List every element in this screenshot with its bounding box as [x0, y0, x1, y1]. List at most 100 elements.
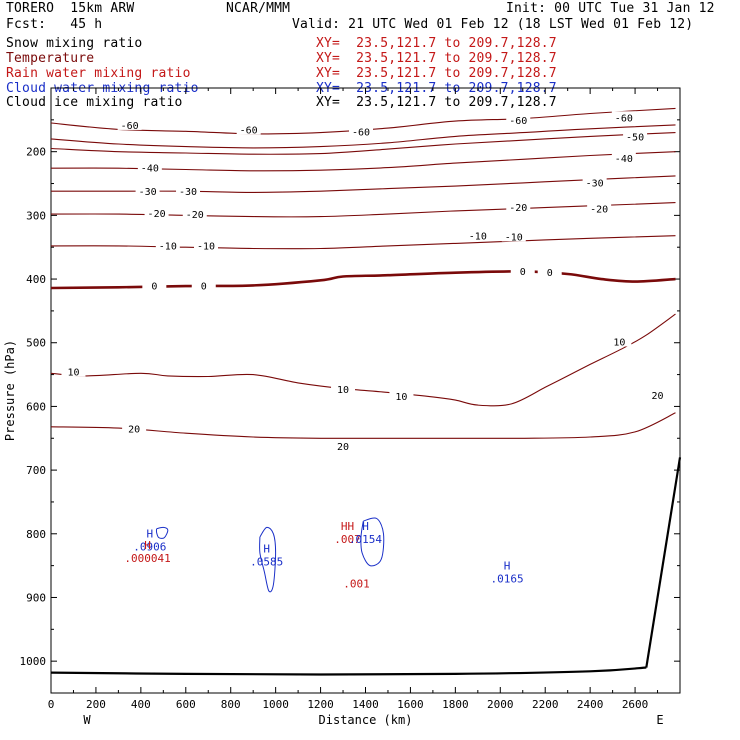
- temperature-contour-label: -30: [586, 178, 604, 189]
- contour-label-bg: [331, 439, 356, 451]
- contour-label-bg: [349, 125, 374, 137]
- contour-label-bg: [501, 230, 526, 242]
- field-xy-temperature: XY= 23.5,121.7 to 209.7,128.7: [316, 51, 557, 66]
- init-time: Init: 00 UTC Tue 31 Jan 12: [506, 1, 715, 16]
- contour-label-bg: [587, 202, 612, 214]
- temperature-contour-label: -20: [186, 210, 204, 221]
- temperature-contour-label: -40: [615, 154, 633, 165]
- maximum-value-label: .0906: [133, 540, 166, 553]
- contour-label-bg: [331, 383, 356, 395]
- temperature-contour-label: -60: [509, 116, 527, 127]
- temperature-contour-label: -20: [509, 203, 527, 214]
- temperature-contour-label: -20: [590, 204, 608, 215]
- temperature-contour-label: 10: [67, 367, 79, 378]
- maximum-value-label: .0165: [490, 572, 523, 585]
- temperature-contour-label: -30: [179, 187, 197, 198]
- contour-label-bg: [135, 185, 160, 197]
- y-tick-label: 200: [26, 146, 46, 159]
- y-tick-label: 600: [26, 400, 46, 413]
- temperature-contour-line: [50, 235, 676, 250]
- contour-label-bg: [465, 229, 490, 241]
- contour-label-bg: [537, 266, 562, 278]
- y-tick-label: 800: [26, 528, 46, 541]
- contour-label-bg: [155, 239, 180, 251]
- maximum-marker: H: [144, 539, 151, 552]
- contour-label-bg: [142, 279, 167, 291]
- temperature-contour-label: -20: [148, 209, 166, 220]
- contour-label-bg: [510, 264, 535, 276]
- x-tick-label: 1000: [262, 698, 289, 711]
- y-tick-label: 900: [26, 591, 46, 604]
- contour-label-bg: [607, 335, 632, 347]
- field-xy-rain: XY= 23.5,121.7 to 209.7,128.7: [316, 66, 557, 81]
- maximum-marker: HH: [341, 520, 354, 533]
- cloud-water-contour: [155, 526, 169, 539]
- contour-label-bg: [611, 111, 636, 123]
- contour-label-bg: [506, 113, 531, 125]
- x-tick-label: 600: [176, 698, 196, 711]
- temperature-contour-label: 0: [151, 281, 157, 292]
- contour-label-bg: [182, 208, 207, 220]
- contour-label-bg: [582, 176, 607, 188]
- temperature-contour-label: 20: [337, 442, 349, 453]
- temperature-contour-label: 10: [613, 337, 625, 348]
- temperature-contour-label: -60: [121, 121, 139, 132]
- temperature-contour-label: -10: [469, 232, 487, 243]
- cloud-water-contour: [259, 526, 277, 593]
- y-tick-label: 300: [26, 209, 46, 222]
- x-tick-label: 2600: [622, 698, 649, 711]
- contour-label-bg: [506, 201, 531, 213]
- maximum-value-label: .0154: [349, 533, 382, 546]
- temperature-contour-label: -60: [352, 127, 370, 138]
- org-label: NCAR/MMM: [226, 1, 291, 16]
- field-xy-cloud-ice: XY= 23.5,121.7 to 209.7,128.7: [316, 95, 557, 110]
- y-tick-label: 1000: [20, 655, 47, 668]
- y-axis-title: Pressure (hPa): [3, 340, 17, 441]
- west-end-label: W: [83, 713, 91, 727]
- contour-label-bg: [61, 365, 86, 377]
- field-name-cloud-water: Cloud water mixing ratio: [6, 81, 199, 96]
- maximum-marker: H: [263, 543, 270, 556]
- x-tick-label: 800: [221, 698, 241, 711]
- temperature-contour-label: 10: [395, 392, 407, 403]
- x-tick-label: 1600: [397, 698, 424, 711]
- temperature-contour-label: 20: [128, 425, 140, 436]
- contour-label-bg: [194, 239, 219, 251]
- terrain-slope-line: [645, 457, 682, 668]
- maximum-marker: H: [362, 520, 369, 533]
- maximum-marker: H: [504, 559, 511, 572]
- x-tick-label: 200: [86, 698, 106, 711]
- maximum-marker: H: [147, 527, 154, 540]
- temperature-contour-label: -10: [505, 232, 523, 243]
- temperature-contour-line: [50, 132, 676, 155]
- x-tick-label: 1200: [307, 698, 334, 711]
- contour-label-bg: [645, 388, 670, 400]
- y-tick-label: 400: [26, 273, 46, 286]
- contour-label-bg: [176, 185, 201, 197]
- temperature-contour-line: [50, 412, 676, 439]
- temperature-contour-line: [50, 124, 676, 149]
- maximum-value-label: .007: [334, 533, 361, 546]
- contour-label-bg: [623, 130, 648, 142]
- valid-time: Valid: 21 UTC Wed 01 Feb 12 (18 LST Wed …: [292, 17, 694, 32]
- field-name-cloud-ice: Cloud ice mixing ratio: [6, 95, 183, 110]
- temperature-contour-label: 10: [337, 385, 349, 396]
- terrain-line: [50, 666, 647, 676]
- temperature-contour-label: -10: [159, 241, 177, 252]
- field-name-temperature: Temperature: [6, 51, 95, 66]
- maximum-value-label: .000041: [124, 552, 170, 565]
- maximum-value-label: .001: [343, 577, 370, 590]
- temperature-contour-label: -40: [141, 164, 159, 175]
- contour-label-bg: [191, 279, 216, 291]
- contour-label-bg: [144, 206, 169, 218]
- x-tick-label: 1800: [442, 698, 469, 711]
- field-name-rain: Rain water mixing ratio: [6, 66, 191, 81]
- contour-label-bg: [117, 118, 142, 130]
- y-tick-label: 700: [26, 464, 46, 477]
- temperature-contour-label: -10: [197, 241, 215, 252]
- contour-label-bg: [611, 152, 636, 164]
- y-tick-label: 500: [26, 337, 46, 350]
- x-tick-label: 2400: [577, 698, 604, 711]
- temperature-contour-line: [50, 270, 676, 290]
